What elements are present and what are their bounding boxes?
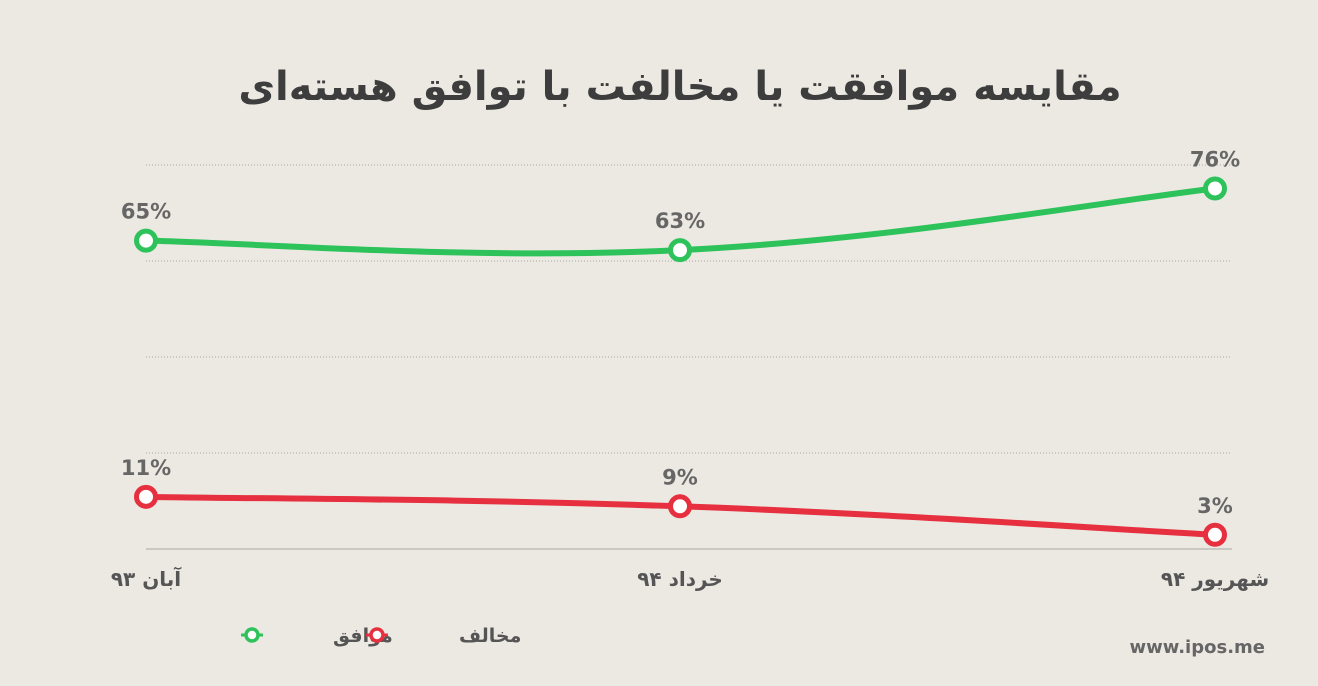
- legend-swatch-marker: [369, 627, 385, 643]
- legend-label: مخالف: [459, 625, 521, 647]
- x-tick-label: آبان ۹۳: [111, 566, 182, 591]
- data-label: 65%: [121, 200, 171, 224]
- data-point: [668, 494, 692, 519]
- chart-title: مقایسه موافقت یا مخالفت با توافق هسته‌ای: [238, 64, 1121, 110]
- x-tick-label: شهریور ۹۴: [1161, 567, 1269, 591]
- data-label: 3%: [1197, 494, 1233, 518]
- series-layer: 65% 63% 76% 11% 9% 3%: [121, 147, 1240, 547]
- x-tick-label: خرداد ۹۴: [637, 567, 723, 591]
- data-label: 63%: [655, 209, 705, 233]
- series-agree: 65% 63% 76%: [121, 147, 1240, 263]
- grid-lines: [146, 164, 1232, 550]
- x-axis: آبان ۹۳ خرداد ۹۴ شهریور ۹۴: [111, 566, 1269, 591]
- source-url: www.ipos.me: [1129, 637, 1265, 658]
- data-point: [668, 238, 692, 263]
- data-label: 11%: [121, 456, 171, 480]
- data-label: 76%: [1190, 147, 1240, 171]
- data-label: 9%: [662, 465, 698, 489]
- legend-swatch-marker: [244, 627, 260, 643]
- legend-item: مخالف: [366, 625, 521, 647]
- series-disagree: 11% 9% 3%: [121, 456, 1233, 547]
- data-point: [134, 228, 158, 253]
- legend: موافق مخالف: [241, 625, 521, 647]
- data-point: [1203, 176, 1227, 201]
- data-point: [134, 484, 158, 509]
- data-point: [1203, 522, 1227, 547]
